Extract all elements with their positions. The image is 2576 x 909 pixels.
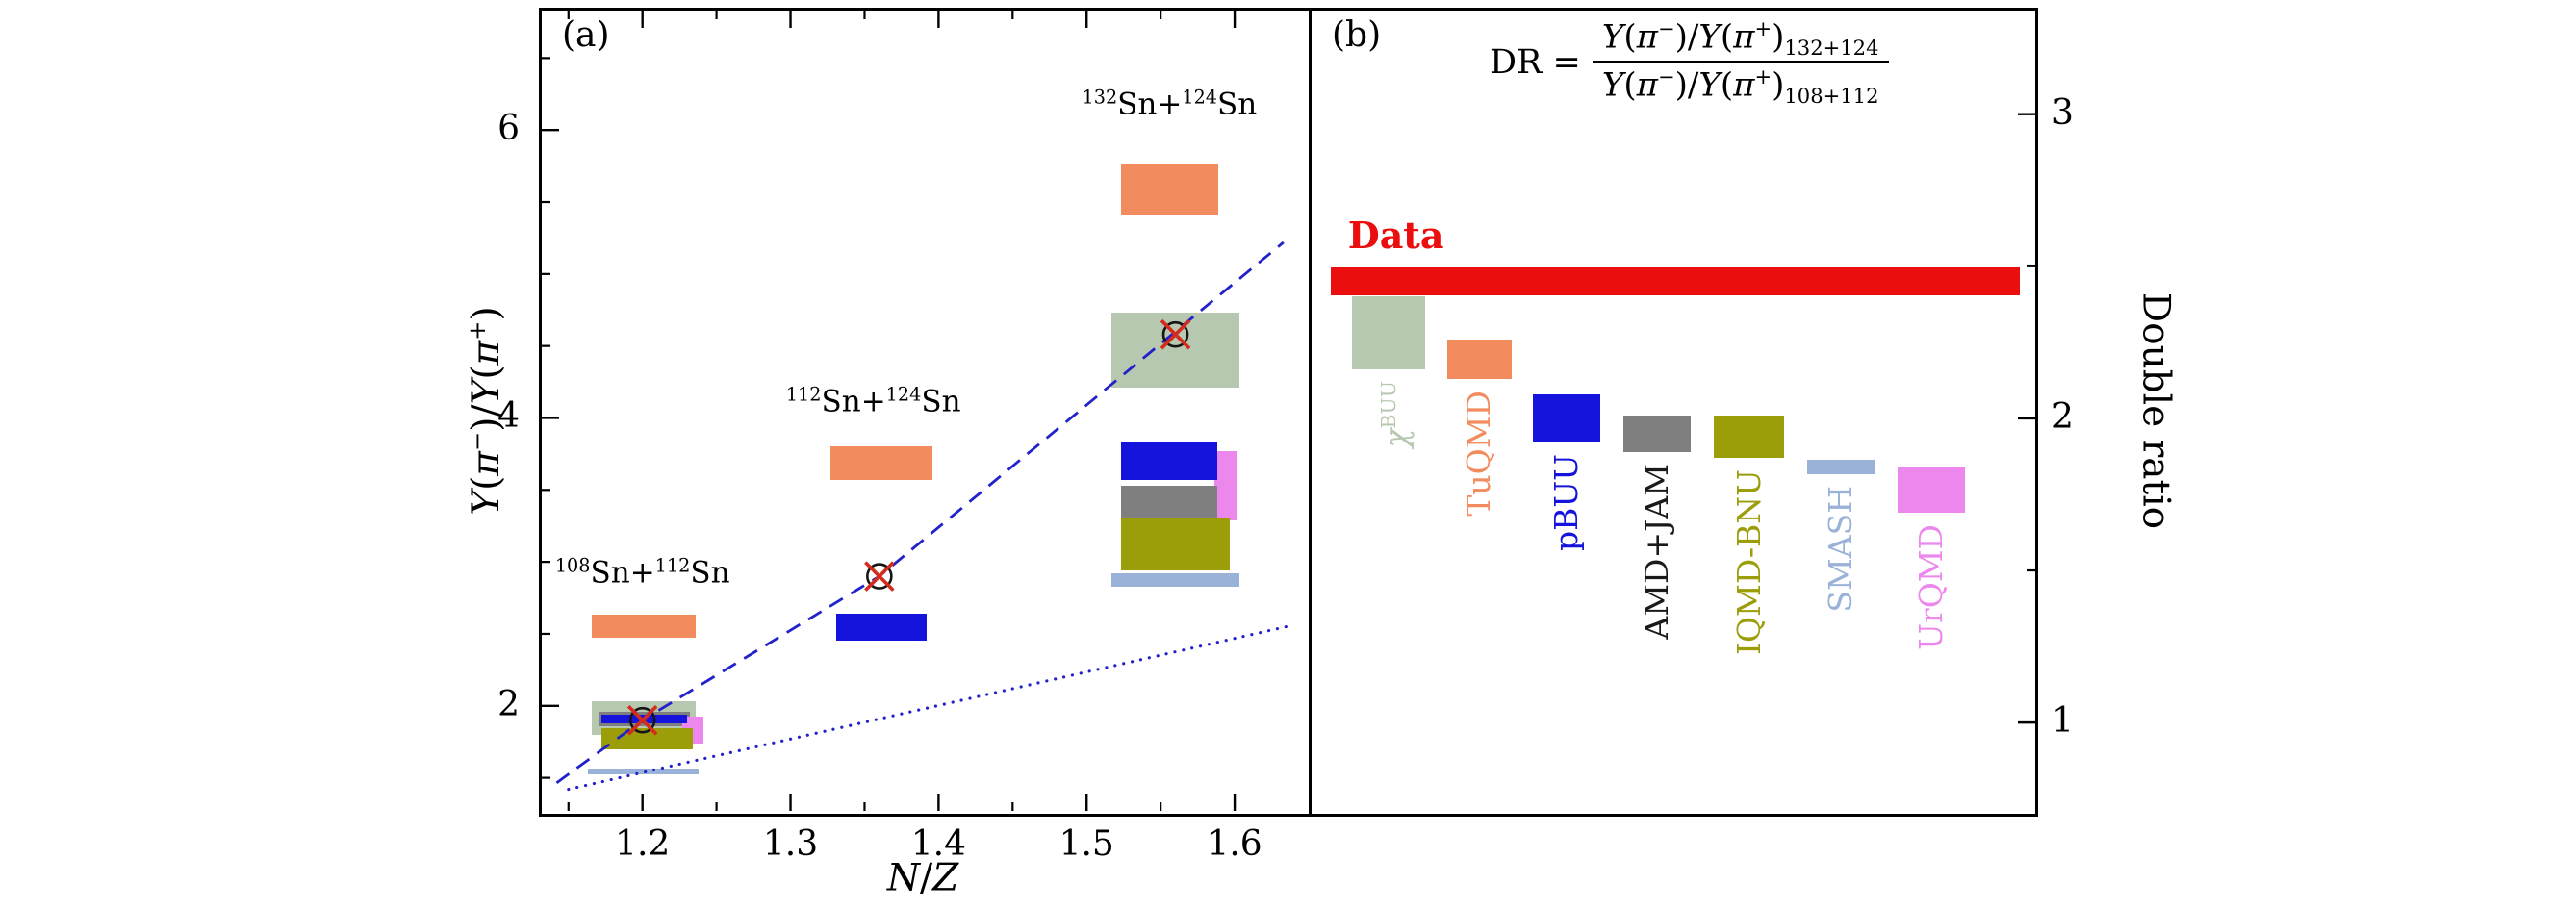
model-box-pbuu bbox=[600, 715, 687, 724]
model-bar-tuqmd bbox=[1447, 339, 1512, 379]
formula-lhs: DR = bbox=[1490, 42, 1581, 82]
model-box-tuqmd bbox=[830, 446, 933, 480]
formula-fraction: Y(π−)/Y(π+)132+124 Y(π−)/Y(π+)108+112 bbox=[1592, 15, 1889, 109]
model-bar-iqmd-bnu bbox=[1714, 415, 1785, 458]
panel-b-label: (b) bbox=[1332, 15, 1382, 55]
model-box-smash bbox=[587, 768, 700, 774]
model-label-urqmd: UrQMD bbox=[1912, 523, 1951, 650]
data-band-label: Data bbox=[1347, 214, 1444, 258]
panel-a-frame bbox=[539, 8, 1312, 817]
model-label-amd-jam: AMD+JAM bbox=[1638, 463, 1676, 640]
model-box-iqmd-bnu bbox=[600, 727, 693, 749]
model-box-pbuu bbox=[1120, 442, 1217, 480]
formula-denominator: Y(π−)/Y(π+)108+112 bbox=[1601, 64, 1879, 109]
model-bar--buu bbox=[1352, 296, 1426, 370]
right-tick-label: 1 bbox=[2052, 701, 2074, 742]
y-tick-label: 4 bbox=[497, 396, 520, 437]
x-tick-label: 1.4 bbox=[910, 824, 966, 864]
model-box-pbuu bbox=[836, 613, 928, 642]
y-axis-title: Y(π−)/Y(π+) bbox=[464, 306, 508, 516]
model-box-tuqmd bbox=[1120, 164, 1219, 215]
right-axis-title: Double ratio bbox=[2133, 291, 2178, 530]
y-tick-label: 6 bbox=[497, 109, 520, 149]
model-bar-smash bbox=[1807, 459, 1875, 475]
model-label--buu: χBUU bbox=[1377, 381, 1416, 448]
system-label-132sn-124sn: 132Sn+124Sn bbox=[1082, 86, 1258, 122]
x-tick-label: 1.5 bbox=[1058, 824, 1114, 864]
x-tick-label: 1.6 bbox=[1207, 824, 1262, 864]
model-label-iqmd-bnu: IQMD-BNU bbox=[1729, 469, 1768, 656]
double-ratio-formula: DR = Y(π−)/Y(π+)132+124 Y(π−)/Y(π+)108+112 bbox=[1490, 15, 1889, 109]
model-box-urqmd bbox=[1213, 450, 1237, 520]
y-tick-label: 2 bbox=[497, 684, 520, 724]
x-tick-label: 1.2 bbox=[615, 824, 671, 864]
model-label-tuqmd: TuQMD bbox=[1460, 390, 1498, 517]
model-bar-amd-jam bbox=[1623, 415, 1692, 452]
right-tick-label: 2 bbox=[2052, 396, 2074, 437]
model-bar-pbuu bbox=[1533, 393, 1601, 443]
model-box-chibuu bbox=[1111, 313, 1239, 389]
formula-numerator: Y(π−)/Y(π+)132+124 bbox=[1601, 16, 1879, 61]
data-band bbox=[1330, 267, 2021, 295]
model-label-smash: SMASH bbox=[1822, 486, 1860, 614]
x-tick-label: 1.3 bbox=[762, 824, 819, 864]
model-label-pbuu: pBUU bbox=[1547, 454, 1586, 552]
panel-b-frame bbox=[1309, 8, 2038, 817]
model-box-tuqmd bbox=[592, 615, 697, 639]
model-box-iqmd-bnu bbox=[1120, 517, 1231, 571]
model-bar-urqmd bbox=[1898, 467, 1966, 513]
formula-fraction-bar bbox=[1592, 61, 1889, 64]
panel-a-label: (a) bbox=[562, 15, 610, 55]
system-label-108sn-112sn: 108Sn+112Sn bbox=[554, 553, 730, 591]
system-label-112sn-124sn: 112Sn+124Sn bbox=[785, 382, 961, 419]
x-axis-title: N/Z bbox=[886, 856, 959, 900]
right-tick-label: 3 bbox=[2052, 92, 2074, 133]
model-box-smash bbox=[1111, 573, 1239, 587]
